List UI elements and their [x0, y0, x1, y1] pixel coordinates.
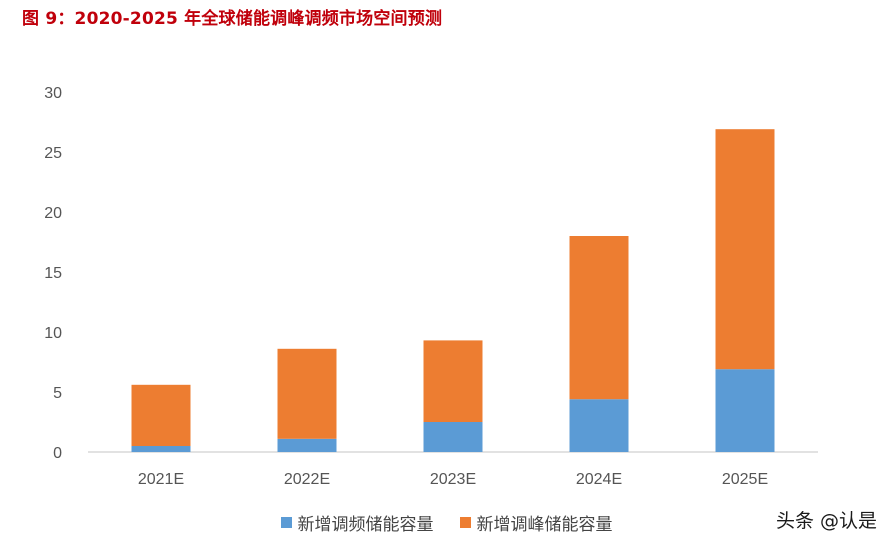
legend-swatch-series1 [280, 517, 292, 528]
bar-segment-series1 [715, 369, 775, 452]
x-tick-label: 2025E [722, 471, 768, 488]
x-tick-label: 2022E [284, 471, 330, 488]
x-tick-label: 2023E [430, 471, 476, 488]
x-tick-label: 2021E [138, 471, 184, 488]
y-tick-label: 10 [44, 325, 62, 342]
bar-segment-series2 [715, 129, 775, 370]
chart-title: 图 9：2020-2025 年全球储能调峰调频市场空间预测 [22, 9, 443, 29]
stacked-bar-chart: 0 5 10 15 20 25 30 2021E 2022E 2023E 2024E 2025E [44, 85, 818, 488]
bar-segment-series2 [569, 236, 629, 400]
legend-item-series2: 新增调峰储能容量 [459, 510, 613, 535]
bar-segment-series2 [131, 384, 191, 446]
legend-label-series2: 新增调峰储能容量 [476, 515, 613, 535]
bar-segment-series1 [423, 422, 483, 452]
y-tick-label: 25 [44, 145, 62, 162]
y-tick-label: 15 [44, 265, 62, 282]
bar-segment-series1 [569, 399, 629, 452]
x-tick-label: 2024E [576, 471, 622, 488]
bar-segment-series1 [277, 438, 337, 452]
bar-segment-series1 [131, 446, 191, 452]
y-tick-label: 0 [53, 445, 62, 462]
y-tick-label: 20 [44, 205, 62, 222]
y-tick-label: 30 [44, 85, 62, 102]
watermark: 头条 @认是 [775, 510, 877, 532]
legend-item-series1: 新增调频储能容量 [280, 510, 434, 535]
bar-segment-series2 [277, 348, 337, 439]
legend: 新增调频储能容量 新增调峰储能容量 [0, 510, 893, 535]
legend-swatch-series2 [459, 517, 471, 528]
bar-segment-series2 [423, 340, 483, 422]
y-tick-label: 5 [53, 385, 62, 402]
legend-label-series1: 新增调频储能容量 [297, 515, 434, 535]
